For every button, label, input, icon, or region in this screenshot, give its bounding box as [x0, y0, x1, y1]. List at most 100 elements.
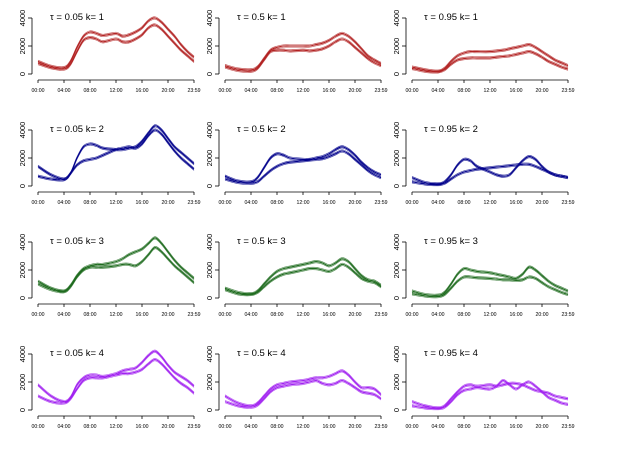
series-line-1 [411, 382, 569, 409]
x-tick-label: 20:00 [536, 312, 549, 318]
y-tick-label: 4000 [205, 234, 214, 251]
x-tick-label: 04:00 [432, 88, 445, 94]
x-tick-label: 23:59 [562, 312, 575, 318]
y-tick-label: 0 [205, 296, 214, 300]
series-line-2 [37, 130, 195, 182]
x-tick-label: 20:00 [162, 88, 175, 94]
y-tick-label: 0 [392, 296, 401, 300]
panel-title: τ = 0.95 k= 4 [424, 348, 478, 359]
x-tick-label: 12:00 [110, 424, 123, 430]
series-line-1 [224, 259, 382, 296]
series-line-2 [224, 38, 382, 72]
y-tick-label: 0 [205, 408, 214, 412]
y-tick-label: 0 [18, 296, 27, 300]
series-line-2 [224, 262, 382, 294]
panel-tau-0.5-k-2: τ = 0.5 k= 2 0 2000 4000 00:00 04:00 08:00 12:0… [205, 122, 388, 206]
x-tick-label: 16:00 [510, 424, 523, 430]
panel-tau-0.95-k-1: τ = 0.95 k= 1 0 2000 4000 00:00 04:00 08:00 12:… [392, 10, 575, 94]
series-line-1 [37, 16, 195, 68]
y-tick-label: 0 [392, 72, 401, 76]
panel-tau-0.95-k-2: τ = 0.95 k= 2 0 2000 4000 00:00 04:00 08:00 12:… [392, 122, 575, 206]
x-tick-label: 04:00 [245, 200, 258, 206]
y-tick-label: 0 [18, 72, 27, 76]
panel-tau-0.05-k-3: τ = 0.05 k= 3 0 2000 4000 00:00 04:00 08:00 12:… [18, 234, 201, 318]
x-tick-label: 16:00 [323, 424, 336, 430]
panel-title: τ = 0.5 k= 1 [237, 12, 286, 23]
series-line-2 [37, 247, 195, 293]
x-tick-label: 12:00 [484, 200, 497, 206]
x-tick-label: 20:00 [162, 424, 175, 430]
x-tick-label: 20:00 [349, 200, 362, 206]
series-line-1 [37, 126, 195, 181]
x-tick-label: 04:00 [58, 200, 71, 206]
x-tick-label: 23:59 [375, 88, 388, 94]
y-tick-label: 4000 [18, 122, 27, 139]
x-tick-label: 04:00 [432, 200, 445, 206]
x-tick-label: 08:00 [84, 424, 97, 430]
series-line-2 [224, 151, 382, 185]
series-line-1 [411, 44, 569, 72]
x-tick-label: 00:00 [406, 312, 419, 318]
x-tick-label: 20:00 [536, 88, 549, 94]
panel-title: τ = 0.95 k= 1 [424, 12, 478, 23]
series-line-2 [37, 248, 195, 294]
x-tick-label: 12:00 [297, 88, 310, 94]
series-line-2 [224, 265, 382, 297]
x-tick-label: 04:00 [432, 424, 445, 430]
series-line-1 [37, 125, 195, 180]
x-tick-label: 20:00 [536, 200, 549, 206]
x-tick-label: 08:00 [271, 200, 284, 206]
x-tick-label: 16:00 [323, 88, 336, 94]
series-line-2 [411, 276, 569, 298]
x-tick-label: 12:00 [484, 88, 497, 94]
y-tick-label: 2000 [392, 374, 401, 391]
x-tick-label: 16:00 [136, 200, 149, 206]
panel-tau-0.5-k-1: τ = 0.5 k= 1 0 2000 4000 00:00 04:00 08:00 12:0… [205, 10, 388, 94]
panel-title: τ = 0.05 k= 4 [50, 348, 104, 359]
y-tick-label: 2000 [205, 150, 214, 167]
series-line-1 [224, 31, 382, 70]
y-tick-label: 4000 [205, 10, 214, 27]
series-line-1 [224, 146, 382, 183]
y-tick-label: 2000 [392, 262, 401, 279]
x-tick-label: 04:00 [58, 88, 71, 94]
y-tick-label: 4000 [392, 234, 401, 251]
y-tick-label: 2000 [18, 38, 27, 55]
series-line-1 [411, 265, 569, 295]
x-tick-label: 08:00 [458, 312, 471, 318]
x-tick-label: 23:59 [562, 88, 575, 94]
series-line-1 [224, 258, 382, 295]
x-tick-label: 20:00 [162, 312, 175, 318]
x-tick-label: 23:59 [188, 88, 201, 94]
y-tick-label: 2000 [392, 150, 401, 167]
x-tick-label: 00:00 [406, 88, 419, 94]
y-tick-label: 0 [205, 72, 214, 76]
x-tick-label: 08:00 [271, 312, 284, 318]
series-line-2 [37, 25, 195, 71]
x-tick-label: 00:00 [406, 200, 419, 206]
x-tick-label: 12:00 [484, 312, 497, 318]
x-tick-label: 08:00 [458, 88, 471, 94]
y-tick-label: 2000 [392, 38, 401, 55]
panel-tau-0.5-k-3: τ = 0.5 k= 3 0 2000 4000 00:00 04:00 08:00 12:0… [205, 234, 388, 318]
panel-title: τ = 0.05 k= 2 [50, 124, 104, 135]
series-line-2 [411, 379, 569, 408]
x-tick-label: 23:59 [562, 424, 575, 430]
x-tick-label: 08:00 [84, 312, 97, 318]
x-tick-label: 23:59 [375, 424, 388, 430]
y-tick-label: 4000 [392, 346, 401, 363]
series-line-1 [37, 352, 195, 404]
x-tick-label: 16:00 [510, 312, 523, 318]
x-tick-label: 16:00 [323, 200, 336, 206]
series-line-2 [37, 128, 195, 180]
x-tick-label: 00:00 [406, 424, 419, 430]
x-tick-label: 20:00 [349, 312, 362, 318]
y-tick-label: 4000 [18, 10, 27, 27]
y-tick-label: 4000 [18, 346, 27, 363]
x-tick-label: 08:00 [84, 200, 97, 206]
series-line-1 [224, 34, 382, 72]
panel-tau-0.05-k-4: τ = 0.05 k= 4 0 2000 4000 00:00 04:00 08:00 12:… [18, 346, 201, 430]
y-tick-label: 2000 [18, 150, 27, 167]
series-line-2 [224, 379, 382, 407]
series-line-2 [224, 37, 382, 71]
